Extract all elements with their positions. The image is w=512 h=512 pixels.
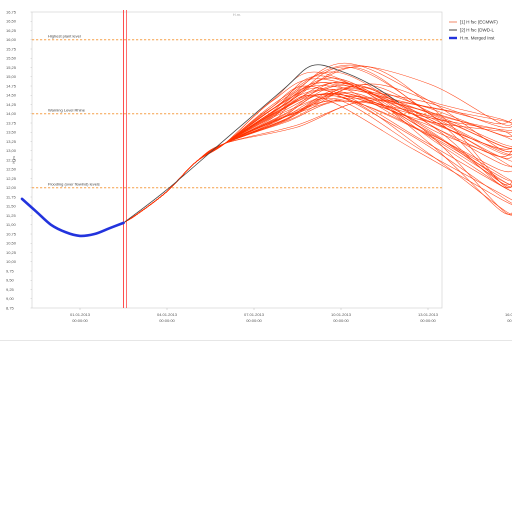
y-tick-label: 12,50 — [6, 167, 17, 172]
y-tick-label: 16,50 — [6, 19, 17, 24]
y-tick-label: 11,00 — [6, 222, 16, 227]
x-tick-date: 01.01.2013 — [70, 312, 91, 317]
ensemble-member-line — [123, 90, 512, 224]
y-tick-label: 14,00 — [6, 111, 17, 116]
ensemble-member-line — [123, 85, 512, 224]
legend-label: H.m. Merged Inst — [460, 36, 495, 41]
ensemble-member-line — [123, 64, 512, 224]
y-tick-label: 15,50 — [6, 56, 17, 61]
ensemble-member-line — [123, 88, 512, 224]
y-tick-label: 10,00 — [6, 259, 17, 264]
y-tick-label: 15,00 — [6, 74, 17, 79]
y-tick-label: 10,50 — [6, 241, 17, 246]
y-tick-label: 10,25 — [6, 250, 17, 255]
ensemble-member-line — [123, 85, 512, 224]
y-tick-label: 9,00 — [6, 296, 15, 301]
y-tick-label: 12,00 — [6, 185, 17, 190]
x-tick-date: 07.01.2013 — [244, 312, 265, 317]
y-tick-label: 13,00 — [6, 148, 17, 153]
ensemble-member-line — [123, 95, 512, 224]
ensemble-member-line — [123, 71, 512, 224]
hydrograph-chart: H.m. 8,75 9,00 9,25 9,50 9,75 10,00 10,25 10,50 1… — [6, 9, 512, 323]
y-tick-label: 9,75 — [6, 268, 15, 273]
x-tick-time: 00:00:00 — [72, 318, 88, 323]
y-tick-label: 8,75 — [6, 305, 15, 310]
chart-title: H.m. — [233, 12, 241, 17]
x-tick-time: 00:00:00 — [246, 318, 262, 323]
y-tick-label: 13,75 — [6, 120, 17, 125]
ensemble-member-line — [123, 96, 512, 224]
y-tick-label: 12,25 — [6, 176, 17, 181]
x-tick-date: 10.01.2013 — [331, 312, 352, 317]
ensemble-member-line — [123, 87, 512, 224]
x-tick-date: 16.01.2013 — [505, 312, 512, 317]
x-tick-time: 00:00:00 — [507, 318, 512, 323]
deterministic-forecast-line — [123, 64, 400, 224]
y-tick-label: 9,50 — [6, 278, 15, 283]
y-tick-label: 10,75 — [6, 231, 17, 236]
ensemble-member-line — [123, 78, 512, 224]
threshold-label: Flooding (over flowlnd) levels — [48, 181, 100, 186]
y-tick-label: 16,75 — [6, 9, 17, 14]
threshold-label: Warning Level Rhine — [48, 107, 86, 112]
y-tick-label: 11,25 — [6, 213, 16, 218]
y-tick-label: 13,25 — [6, 139, 17, 144]
ensemble-member-line — [123, 87, 512, 224]
ensemble-member-line — [123, 71, 512, 224]
observed-line — [20, 197, 125, 238]
chart-frame: H.m. 8,75 9,00 9,25 9,50 9,75 10,00 10,25 10,50 1… — [0, 9, 512, 341]
ensemble-member-line — [123, 101, 512, 224]
y-tick-label: 15,25 — [6, 65, 17, 70]
x-tick-date: 13.01.2013 — [418, 312, 439, 317]
x-tick-date: 04.01.2013 — [157, 312, 178, 317]
y-tick-label: 15,75 — [6, 46, 17, 51]
x-tick-time: 00:00:00 — [159, 318, 175, 323]
y-tick-label: 9,25 — [6, 287, 15, 292]
threshold-label: Highest plant level — [48, 33, 81, 38]
y-tick-label: 14,50 — [6, 93, 17, 98]
legend-label: [1] H fsc (ECMWF) — [460, 20, 498, 25]
y-tick-label: 12,75 — [6, 157, 17, 162]
y-tick-label: 16,25 — [6, 28, 17, 33]
plot-area — [31, 11, 443, 309]
ensemble-member-line — [123, 95, 512, 224]
y-tick-label: 13,50 — [6, 130, 17, 135]
ensemble-member-line — [123, 82, 512, 224]
ensemble-member-line — [123, 66, 512, 224]
y-tick-label: 11,75 — [6, 194, 16, 199]
y-axis-label: H m — [11, 156, 16, 164]
ensemble-member-line — [123, 83, 512, 224]
ensemble-member-line — [123, 85, 512, 224]
x-tick-time: 00:00:00 — [333, 318, 349, 323]
ensemble-member-line — [123, 86, 512, 224]
legend-label: [2] H fsc (DWD-L — [460, 28, 494, 33]
y-tick-label: 11,50 — [6, 204, 16, 209]
y-tick-label: 16,00 — [6, 37, 17, 42]
y-tick-label: 14,75 — [6, 83, 17, 88]
y-tick-label: 14,25 — [6, 102, 17, 107]
x-tick-time: 00:00:00 — [420, 318, 436, 323]
